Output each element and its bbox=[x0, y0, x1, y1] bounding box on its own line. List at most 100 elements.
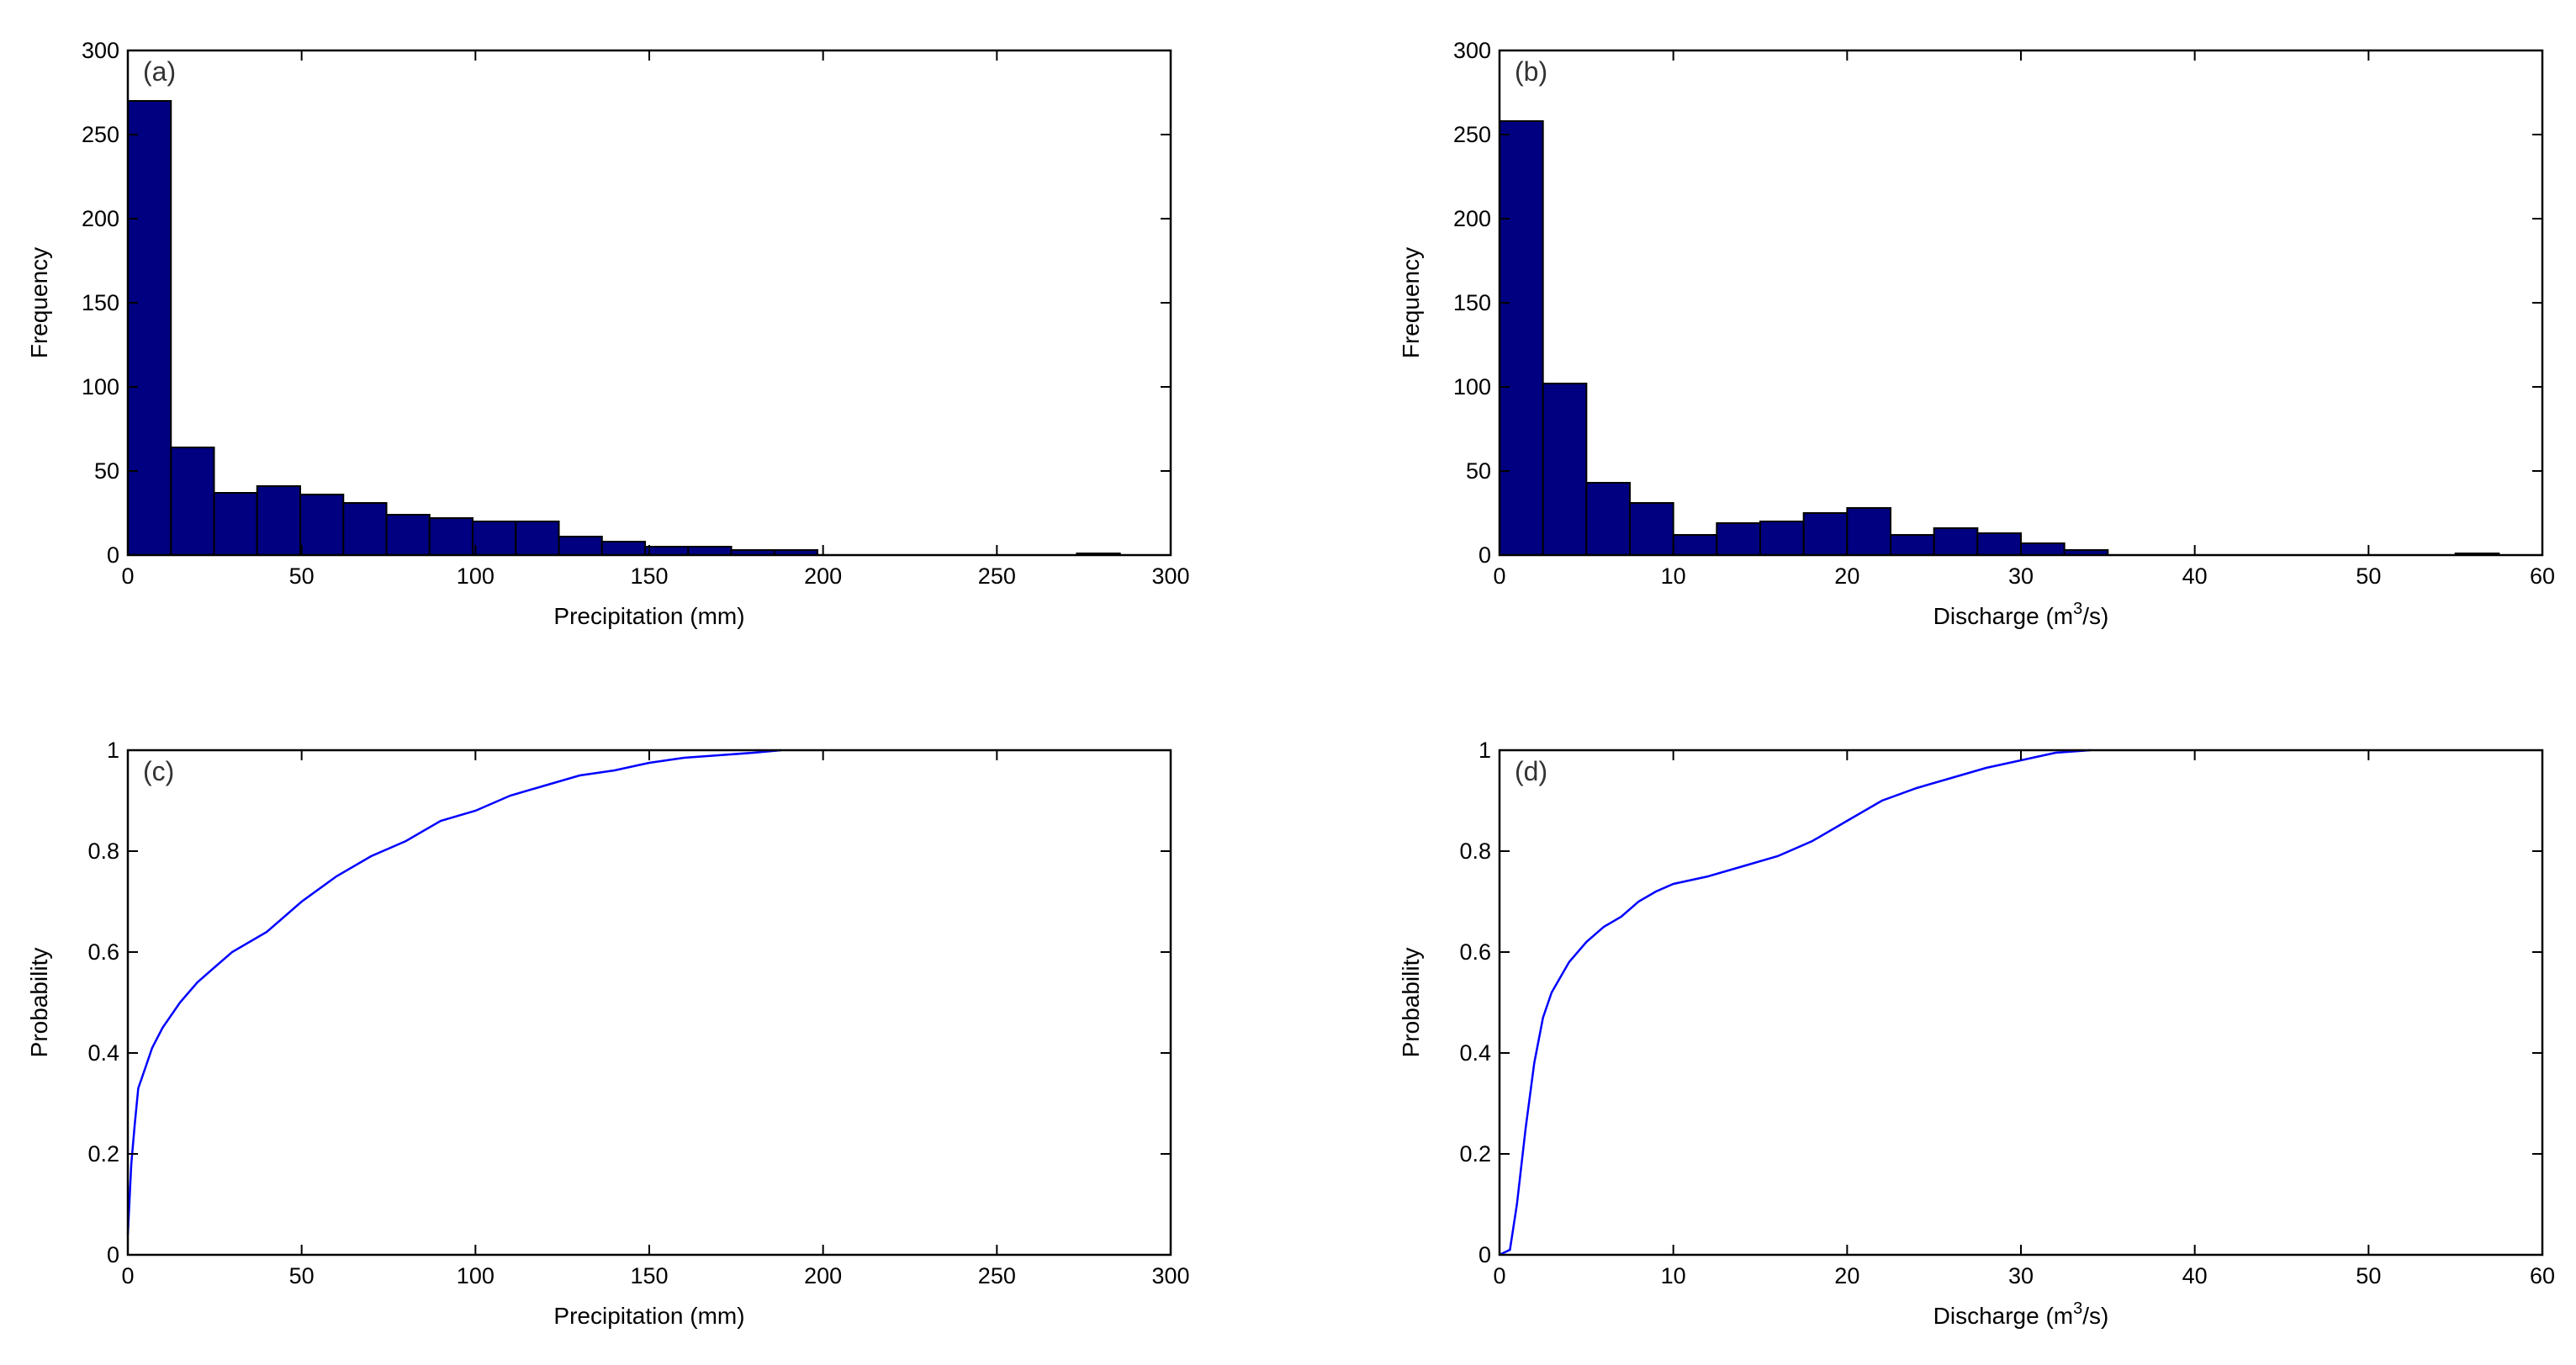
y-tick-label: 300 bbox=[1453, 38, 1491, 63]
histogram-bar bbox=[558, 536, 603, 556]
histogram-bar bbox=[1499, 120, 1544, 556]
x-axis-title-end: /s) bbox=[2082, 603, 2108, 629]
histogram-bar bbox=[1933, 527, 1979, 556]
y-tick-label: 0.2 bbox=[87, 1141, 119, 1167]
plot-area bbox=[1500, 50, 2542, 555]
x-tick-label: 20 bbox=[1834, 1263, 1859, 1288]
y-axis-title: Probability bbox=[26, 948, 52, 1058]
histogram-bar bbox=[342, 502, 388, 556]
panel-label: (b) bbox=[1515, 56, 1547, 87]
panel-label: (d) bbox=[1515, 756, 1547, 786]
x-tick-label: 50 bbox=[2356, 563, 2381, 589]
x-tick-label: 60 bbox=[2530, 1263, 2555, 1288]
histogram-bar bbox=[1542, 383, 1588, 556]
x-tick-label: 50 bbox=[289, 563, 315, 589]
histogram-bar bbox=[1716, 522, 1762, 556]
y-tick-label: 150 bbox=[82, 290, 119, 315]
histogram-bar bbox=[1585, 482, 1632, 556]
y-tick-label: 100 bbox=[82, 374, 119, 399]
y-tick-label: 250 bbox=[82, 122, 119, 147]
histogram-bar bbox=[687, 546, 733, 556]
x-tick-label: 40 bbox=[2182, 563, 2208, 589]
y-tick-label: 0.8 bbox=[87, 839, 119, 864]
histogram-bar bbox=[1759, 521, 1805, 556]
histogram-bar bbox=[299, 494, 345, 556]
x-tick-label: 100 bbox=[457, 1263, 495, 1288]
y-tick-label: 0 bbox=[1478, 542, 1491, 568]
y-tick-label: 0.8 bbox=[1459, 839, 1491, 864]
x-tick-label: 250 bbox=[978, 1263, 1016, 1288]
x-tick-label: 300 bbox=[1151, 1263, 1189, 1288]
histogram-bar bbox=[1976, 532, 2022, 556]
histogram-bar bbox=[515, 521, 560, 556]
x-tick-label: 0 bbox=[121, 563, 134, 589]
x-tick-label: 50 bbox=[289, 1263, 315, 1288]
y-axis-title: Probability bbox=[1398, 948, 1424, 1058]
y-tick-label: 50 bbox=[94, 458, 119, 484]
x-tick-label: 100 bbox=[457, 563, 495, 589]
y-tick-label: 0 bbox=[1478, 1242, 1491, 1267]
panel-label: (c) bbox=[143, 756, 174, 786]
histogram-bar bbox=[644, 546, 690, 556]
plot-area bbox=[128, 750, 1171, 1255]
y-tick-label: 0 bbox=[107, 1242, 119, 1267]
histogram-bar bbox=[127, 100, 172, 556]
chart-panel-a: 0 50 100 150 200 250 300 0 50 100 150 200 250 300 (a) P… bbox=[26, 38, 1190, 629]
cdf-line bbox=[1499, 749, 2091, 1257]
cdf-line bbox=[126, 749, 782, 1235]
histogram-bar bbox=[256, 485, 302, 556]
x-axis-title: Discharge (m3/s) bbox=[1933, 1299, 2109, 1329]
x-tick-label: 0 bbox=[1493, 1263, 1505, 1288]
x-axis-title-end: /s) bbox=[2082, 1303, 2108, 1329]
y-tick-label: 150 bbox=[1453, 290, 1491, 315]
y-tick-label: 50 bbox=[1466, 458, 1491, 484]
y-tick-label: 1 bbox=[1478, 738, 1491, 763]
x-tick-label: 30 bbox=[2008, 563, 2034, 589]
y-tick-label: 0.4 bbox=[1459, 1040, 1491, 1066]
histogram-bar bbox=[1802, 512, 1849, 556]
x-tick-label: 60 bbox=[2530, 563, 2555, 589]
histogram-bar bbox=[428, 517, 474, 556]
x-tick-label: 10 bbox=[1661, 1263, 1686, 1288]
x-tick-label: 50 bbox=[2356, 1263, 2381, 1288]
y-tick-label: 0 bbox=[107, 542, 119, 568]
histogram-bar bbox=[472, 521, 517, 556]
x-tick-label: 20 bbox=[1834, 563, 1859, 589]
chart-panel-c: 0 50 100 150 200 250 300 0 0.2 0.4 0.6 0.8 1 (c) Preci… bbox=[26, 738, 1190, 1329]
y-tick-label: 200 bbox=[1453, 206, 1491, 231]
plot-area bbox=[1500, 750, 2542, 1255]
x-axis-title: Precipitation (mm) bbox=[553, 603, 744, 629]
histogram-bar bbox=[385, 514, 431, 556]
y-tick-label: 200 bbox=[82, 206, 119, 231]
x-axis-title-superscript: 3 bbox=[2073, 1299, 2082, 1318]
x-tick-label: 40 bbox=[2182, 1263, 2208, 1288]
plot-area bbox=[128, 50, 1171, 555]
x-axis-title: Precipitation (mm) bbox=[553, 1303, 744, 1329]
x-tick-label: 10 bbox=[1661, 563, 1686, 589]
y-tick-label: 1 bbox=[107, 738, 119, 763]
x-axis-title-superscript: 3 bbox=[2073, 600, 2082, 618]
x-tick-label: 0 bbox=[121, 1263, 134, 1288]
histogram-bar bbox=[1890, 534, 1935, 556]
chart-panel-b: 0 10 20 30 40 50 60 0 50 100 150 200 250 300 (b) Discha… bbox=[1398, 38, 2555, 629]
histogram-bar bbox=[1846, 507, 1891, 556]
y-tick-label: 0.6 bbox=[87, 939, 119, 965]
y-tick-label: 0.4 bbox=[87, 1040, 119, 1066]
panel-label: (a) bbox=[143, 56, 176, 87]
histogram-bar bbox=[1629, 502, 1674, 556]
y-tick-label: 300 bbox=[82, 38, 119, 63]
y-axis-title: Frequency bbox=[1398, 247, 1424, 358]
histogram-bar bbox=[213, 492, 258, 556]
y-tick-label: 0.6 bbox=[1459, 939, 1491, 965]
y-axis-title: Frequency bbox=[26, 247, 52, 358]
histogram-bar bbox=[600, 541, 647, 556]
x-tick-label: 300 bbox=[1151, 563, 1189, 589]
x-tick-label: 150 bbox=[630, 1263, 668, 1288]
x-tick-label: 30 bbox=[2008, 1263, 2034, 1288]
x-tick-label: 200 bbox=[804, 1263, 842, 1288]
histogram-bar bbox=[1672, 534, 1718, 556]
chart-panel-d: 0 10 20 30 40 50 60 0 0.2 0.4 0.6 0.8 1 (d) Discharge … bbox=[1398, 738, 2555, 1329]
x-tick-label: 200 bbox=[804, 563, 842, 589]
y-tick-label: 100 bbox=[1453, 374, 1491, 399]
